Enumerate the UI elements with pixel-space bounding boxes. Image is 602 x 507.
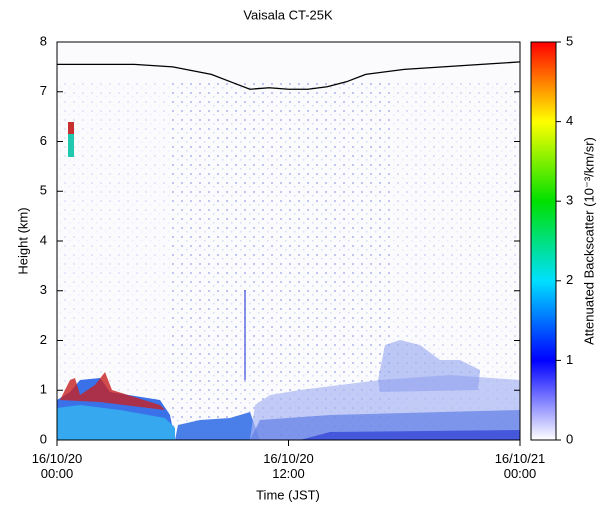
- chart-title: Vaisala CT-25K: [243, 7, 333, 22]
- y-tick-label: 6: [40, 133, 47, 148]
- plot-area: [57, 61, 521, 90]
- x-tick-label: 16/10/20 00:00: [31, 451, 83, 481]
- colorbar-tick-label: 3: [566, 193, 573, 208]
- colorbar-label: Attenuated Backscatter (10⁻³/km/sr): [581, 137, 596, 345]
- colorbar-tick-label: 1: [566, 352, 573, 367]
- y-tick-label: 7: [40, 83, 47, 98]
- backscatter-field: [57, 42, 520, 440]
- colorbar: [530, 41, 557, 441]
- cloud-top-line: [57, 61, 521, 90]
- x-tick-label: 16/10/21 00:00: [494, 451, 546, 481]
- y-axis-label: Height (km): [15, 207, 30, 274]
- y-tick-label: 3: [40, 282, 47, 297]
- y-tick-label: 1: [40, 382, 47, 397]
- y-tick-label: 0: [40, 431, 47, 446]
- colorbar-tick-label: 2: [566, 272, 573, 287]
- y-tick-label: 4: [40, 232, 47, 247]
- colorbar-tick-label: 0: [566, 431, 573, 446]
- y-tick-label: 5: [40, 183, 47, 198]
- colorbar-tick-label: 4: [566, 113, 573, 128]
- x-axis-label: Time (JST): [256, 487, 320, 502]
- colorbar-tick-label: 5: [566, 33, 573, 48]
- y-tick-label: 2: [40, 332, 47, 347]
- y-tick-label: 8: [40, 33, 47, 48]
- x-tick-label: 16/10/20 12:00: [263, 451, 314, 481]
